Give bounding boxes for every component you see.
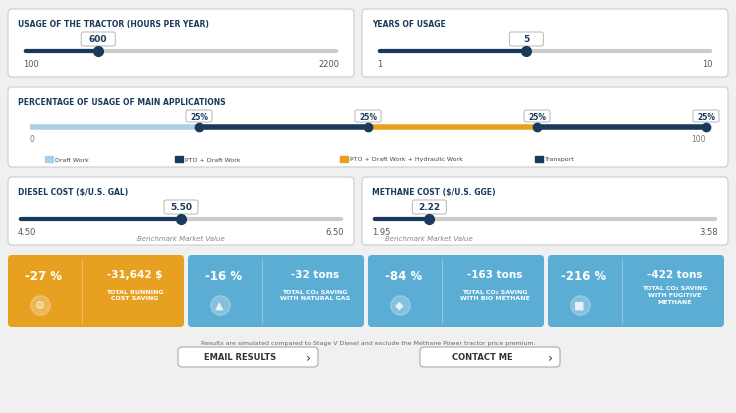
Bar — [535, 157, 543, 163]
Text: 10: 10 — [702, 60, 713, 69]
Bar — [175, 157, 183, 163]
Text: TOTAL CO₂ SAVING
WITH BIO METHANE: TOTAL CO₂ SAVING WITH BIO METHANE — [460, 289, 530, 301]
Text: 600: 600 — [89, 36, 107, 44]
Text: ▲: ▲ — [216, 300, 224, 310]
Text: -216 %: -216 % — [561, 269, 606, 282]
FancyBboxPatch shape — [81, 33, 116, 47]
Text: PERCENTAGE OF USAGE OF MAIN APPLICATIONS: PERCENTAGE OF USAGE OF MAIN APPLICATIONS — [18, 98, 226, 107]
FancyBboxPatch shape — [524, 111, 550, 123]
Bar — [45, 157, 53, 163]
Text: 3.58: 3.58 — [699, 228, 718, 236]
Text: DIESEL COST ($/U.S. GAL): DIESEL COST ($/U.S. GAL) — [18, 188, 128, 197]
Text: USAGE OF THE TRACTOR (HOURS PER YEAR): USAGE OF THE TRACTOR (HOURS PER YEAR) — [18, 20, 209, 29]
FancyBboxPatch shape — [8, 255, 184, 327]
FancyBboxPatch shape — [420, 347, 560, 367]
FancyBboxPatch shape — [548, 255, 724, 327]
Text: 25%: 25% — [697, 112, 715, 121]
Text: ⚙: ⚙ — [35, 300, 45, 310]
Text: -16 %: -16 % — [205, 269, 241, 282]
FancyBboxPatch shape — [8, 88, 728, 168]
Text: YEARS OF USAGE: YEARS OF USAGE — [372, 20, 446, 29]
FancyBboxPatch shape — [412, 201, 446, 214]
Text: EMAIL RESULTS: EMAIL RESULTS — [204, 353, 276, 362]
FancyBboxPatch shape — [188, 255, 364, 327]
FancyBboxPatch shape — [164, 201, 198, 214]
Text: 6.50: 6.50 — [325, 228, 344, 236]
Text: -163 tons: -163 tons — [467, 269, 523, 279]
Text: 5: 5 — [523, 36, 529, 44]
Text: 2200: 2200 — [318, 60, 339, 69]
Text: PTO + Draft Work + Hydraulic Work: PTO + Draft Work + Hydraulic Work — [350, 157, 463, 162]
Text: 25%: 25% — [359, 112, 377, 121]
FancyBboxPatch shape — [368, 255, 544, 327]
Text: 25%: 25% — [190, 112, 208, 121]
Text: ◆: ◆ — [395, 300, 404, 310]
Text: Benchmark Market Value: Benchmark Market Value — [386, 235, 473, 242]
Bar — [340, 157, 348, 163]
FancyBboxPatch shape — [178, 347, 318, 367]
Text: -84 %: -84 % — [385, 269, 422, 282]
Text: Benchmark Market Value: Benchmark Market Value — [137, 235, 225, 242]
Text: 2.22: 2.22 — [418, 203, 440, 212]
Text: 5.50: 5.50 — [170, 203, 192, 212]
Text: 1: 1 — [377, 60, 382, 69]
Text: 4.50: 4.50 — [18, 228, 36, 236]
FancyBboxPatch shape — [693, 111, 719, 123]
Text: Results are simulated compared to Stage V Diesel and exclude the Methane Power t: Results are simulated compared to Stage … — [201, 341, 535, 346]
Text: TOTAL CO₂ SAVING
WITH NATURAL GAS: TOTAL CO₂ SAVING WITH NATURAL GAS — [280, 289, 350, 301]
FancyBboxPatch shape — [362, 178, 728, 245]
Text: -27 %: -27 % — [25, 269, 62, 282]
Text: 0: 0 — [30, 135, 35, 144]
Text: METHANE COST ($/U.S. GGE): METHANE COST ($/U.S. GGE) — [372, 188, 495, 197]
FancyBboxPatch shape — [362, 10, 728, 78]
FancyBboxPatch shape — [8, 178, 354, 245]
FancyBboxPatch shape — [8, 10, 354, 78]
Text: 25%: 25% — [528, 112, 546, 121]
Text: CONTACT ME: CONTACT ME — [452, 353, 512, 362]
Text: TOTAL RUNNING
COST SAVING: TOTAL RUNNING COST SAVING — [106, 289, 163, 301]
Text: Transport: Transport — [545, 157, 575, 162]
Text: TOTAL CO₂ SAVING
WITH FUGITIVE
METHANE: TOTAL CO₂ SAVING WITH FUGITIVE METHANE — [642, 286, 707, 304]
Text: 1.95: 1.95 — [372, 228, 390, 236]
Text: -32 tons: -32 tons — [291, 269, 339, 279]
Text: ■: ■ — [574, 300, 585, 310]
Text: -422 tons: -422 tons — [647, 269, 702, 279]
Text: PTO + Draft Work: PTO + Draft Work — [185, 157, 241, 162]
Text: 100: 100 — [692, 135, 706, 144]
Text: ›: › — [548, 351, 553, 363]
FancyBboxPatch shape — [186, 111, 212, 123]
Text: Draft Work: Draft Work — [55, 157, 89, 162]
Text: 100: 100 — [23, 60, 39, 69]
FancyBboxPatch shape — [509, 33, 543, 47]
FancyBboxPatch shape — [355, 111, 381, 123]
Text: ›: › — [305, 351, 311, 363]
Text: -31,642 $: -31,642 $ — [107, 269, 163, 279]
